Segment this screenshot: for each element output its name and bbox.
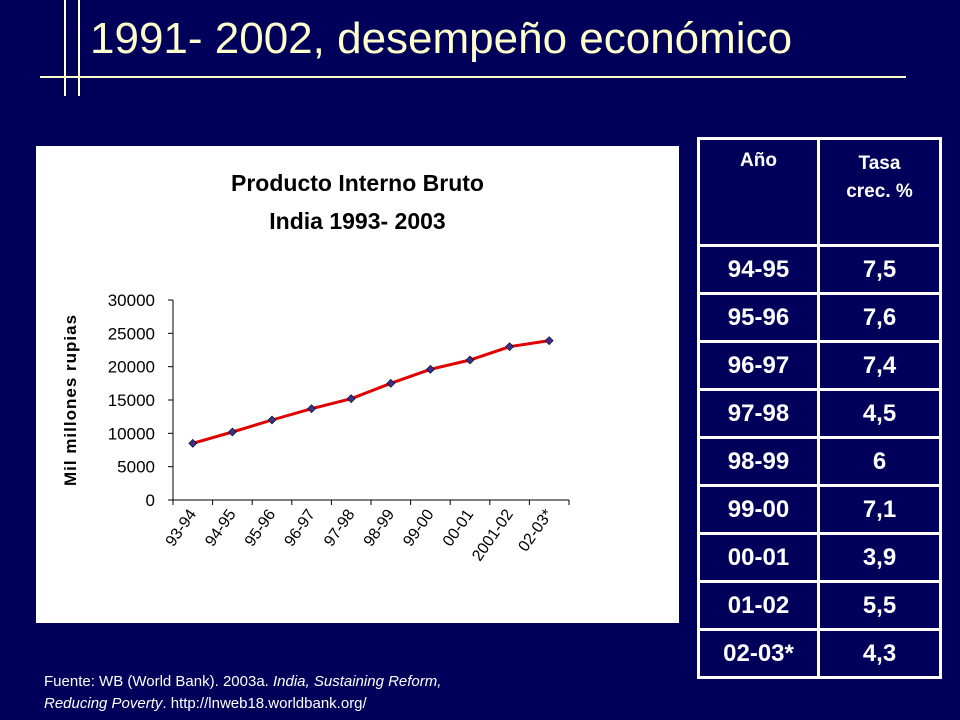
table-row: 00-01 3,9 — [697, 532, 942, 583]
source-title-part1: India, Sustaining Reform, — [273, 673, 442, 690]
rate-cell: 3,9 — [817, 532, 942, 583]
year-cell: 96-97 — [697, 340, 820, 391]
year-cell: 94-95 — [697, 244, 820, 295]
x-tick-label: 97-98 — [321, 506, 358, 549]
year-cell: 98-99 — [697, 436, 820, 487]
y-tick-label: 0 — [146, 491, 155, 510]
table-row: 94-95 7,5 — [697, 244, 942, 295]
year-cell: 97-98 — [697, 388, 820, 439]
header-rate-line2: crec. % — [846, 181, 913, 202]
y-axis-label: Mil millones rupias — [61, 314, 80, 486]
rate-cell: 7,4 — [817, 340, 942, 391]
rate-cell: 7,1 — [817, 484, 942, 535]
chart-panel: Producto Interno Bruto India 1993- 2003 … — [36, 146, 679, 623]
table-row: 97-98 4,5 — [697, 388, 942, 439]
rate-cell: 7,5 — [817, 244, 942, 295]
chart-subtitle: India 1993- 2003 — [269, 208, 446, 234]
data-point-marker — [386, 378, 396, 388]
x-tick-label: 98-99 — [361, 506, 398, 549]
data-point-marker — [505, 342, 515, 352]
data-point-marker — [307, 404, 317, 414]
header-rate: Tasa crec. % — [817, 137, 942, 247]
year-cell: 01-02 — [697, 580, 820, 631]
header-year: Año — [697, 137, 820, 247]
table-header-row: Año Tasa crec. % — [697, 137, 942, 247]
year-cell: 02-03* — [697, 628, 820, 679]
year-cell: 95-96 — [697, 292, 820, 343]
decor-horizontal-line — [40, 76, 906, 78]
rate-cell: 7,6 — [817, 292, 942, 343]
series-line — [192, 339, 550, 445]
table-row: 96-97 7,4 — [697, 340, 942, 391]
data-point-marker — [227, 427, 237, 437]
header-rate-line1: Tasa — [858, 153, 901, 174]
year-cell: 00-01 — [697, 532, 820, 583]
y-tick-label: 25000 — [108, 324, 155, 343]
source-title-part2: Reducing Poverty — [44, 695, 163, 712]
y-tick-label: 20000 — [108, 358, 155, 377]
x-tick-label: 2001-02 — [469, 506, 517, 564]
data-point-marker — [425, 364, 435, 374]
decor-vertical-line-1 — [64, 0, 66, 96]
source-prefix: Fuente: WB (World Bank). 2003a. — [44, 673, 273, 690]
table-row: 02-03* 4,3 — [697, 628, 942, 679]
data-point-marker — [346, 394, 356, 404]
rate-cell: 5,5 — [817, 580, 942, 631]
table-row: 01-02 5,5 — [697, 580, 942, 631]
x-tick-label: 94-95 — [202, 506, 239, 549]
source-suffix: . http://lnweb18.worldbank.org/ — [162, 695, 367, 712]
year-cell: 99-00 — [697, 484, 820, 535]
growth-table: Año Tasa crec. % 94-95 7,5 95-96 7,6 96-97 7,4… — [697, 137, 942, 679]
source-citation: Fuente: WB (World Bank). 2003a. India, S… — [44, 671, 441, 715]
x-tick-label: 93-94 — [163, 506, 200, 549]
chart-title: Producto Interno Bruto — [231, 170, 484, 196]
data-point-marker — [188, 438, 198, 448]
x-tick-label: 00-01 — [440, 506, 477, 549]
x-tick-label: 95-96 — [242, 506, 279, 549]
y-tick-label: 30000 — [108, 291, 155, 310]
decor-vertical-line-2 — [78, 0, 80, 96]
x-tick-label: 99-00 — [400, 506, 437, 549]
y-tick-label: 15000 — [108, 391, 155, 410]
rate-cell: 4,5 — [817, 388, 942, 439]
line-chart: 0 5000 10000 15000 20000 25000 30000 93-94 94-95… — [61, 291, 570, 564]
slide-title: 1991- 2002, desempeño económico — [90, 14, 793, 63]
table-row: 98-99 6 — [697, 436, 942, 487]
table-row: 99-00 7,1 — [697, 484, 942, 535]
data-point-marker — [267, 415, 277, 425]
x-tick-label: 96-97 — [281, 506, 318, 549]
rate-cell: 6 — [817, 436, 942, 487]
x-tick-label: 02-03* — [516, 507, 557, 555]
rate-cell: 4,3 — [817, 628, 942, 679]
y-tick-label: 5000 — [117, 458, 155, 477]
data-point-marker — [465, 355, 475, 365]
y-tick-label: 10000 — [108, 424, 155, 443]
data-point-marker — [544, 336, 554, 346]
table-row: 95-96 7,6 — [697, 292, 942, 343]
